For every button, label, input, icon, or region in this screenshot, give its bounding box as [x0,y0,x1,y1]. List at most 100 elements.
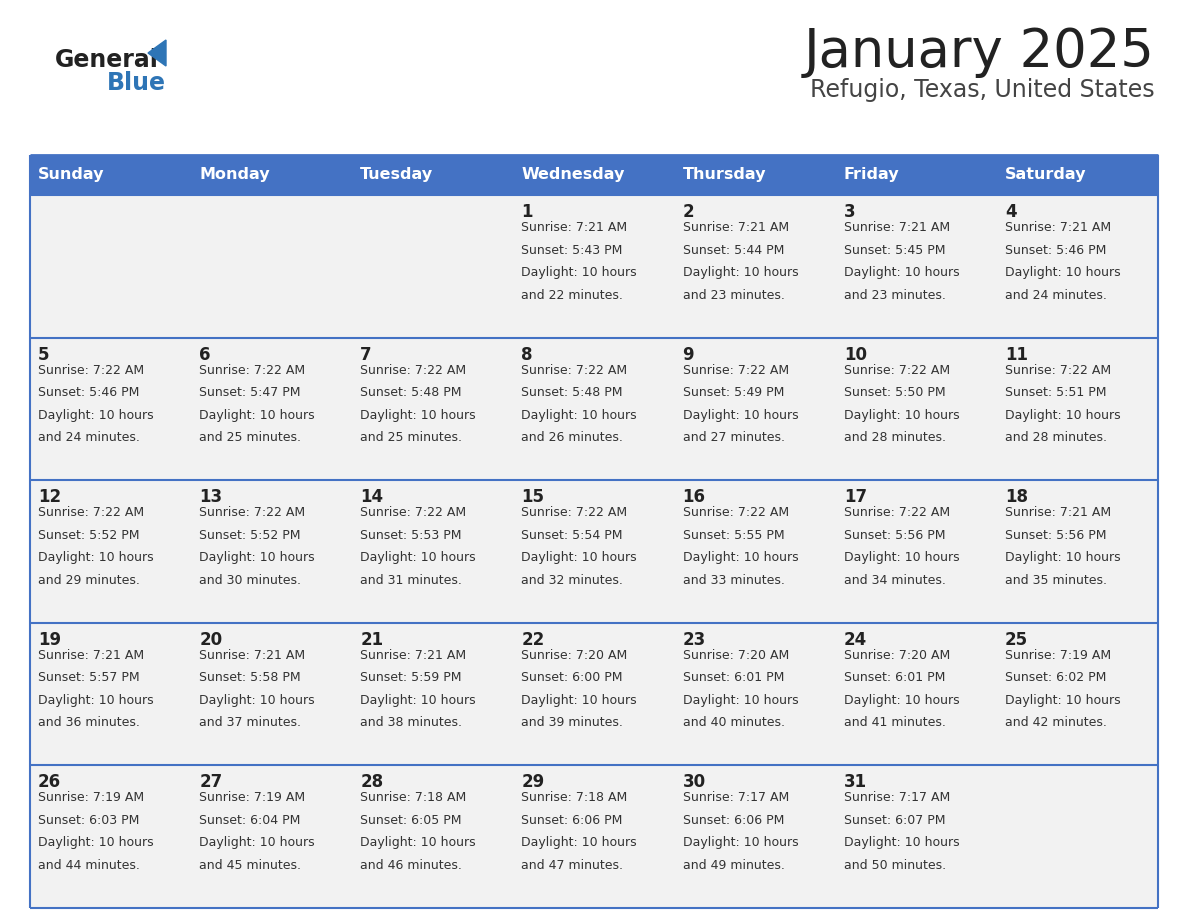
Bar [30,155,191,195]
Text: and 41 minutes.: and 41 minutes. [843,716,946,730]
Text: Sunset: 6:02 PM: Sunset: 6:02 PM [1005,671,1106,684]
Text: Daylight: 10 hours: Daylight: 10 hours [522,266,637,279]
Text: Daylight: 10 hours: Daylight: 10 hours [843,266,960,279]
Text: Sunset: 6:01 PM: Sunset: 6:01 PM [683,671,784,684]
Bar [30,195,191,338]
Text: Daylight: 10 hours: Daylight: 10 hours [683,836,798,849]
Text: Sunrise: 7:22 AM: Sunrise: 7:22 AM [522,506,627,520]
Text: Daylight: 10 hours: Daylight: 10 hours [683,409,798,421]
Text: and 46 minutes.: and 46 minutes. [360,859,462,872]
Text: Daylight: 10 hours: Daylight: 10 hours [683,694,798,707]
Text: Sunset: 6:00 PM: Sunset: 6:00 PM [522,671,623,684]
Text: Sunrise: 7:22 AM: Sunrise: 7:22 AM [1005,364,1111,376]
Bar [997,766,1158,908]
Text: and 28 minutes.: and 28 minutes. [1005,431,1107,444]
Text: Sunrise: 7:21 AM: Sunrise: 7:21 AM [522,221,627,234]
Bar [997,195,1158,338]
Bar [675,622,835,766]
Text: 14: 14 [360,488,384,506]
Bar [835,155,997,195]
Text: Sunset: 5:52 PM: Sunset: 5:52 PM [38,529,139,542]
Text: Sunset: 5:46 PM: Sunset: 5:46 PM [1005,243,1106,256]
Bar [353,155,513,195]
Bar [513,338,675,480]
Text: 30: 30 [683,773,706,791]
Bar [191,338,353,480]
Text: Sunset: 5:51 PM: Sunset: 5:51 PM [1005,386,1106,399]
Text: Sunrise: 7:22 AM: Sunrise: 7:22 AM [200,364,305,376]
Text: Sunset: 5:55 PM: Sunset: 5:55 PM [683,529,784,542]
Text: Daylight: 10 hours: Daylight: 10 hours [200,409,315,421]
Text: Sunset: 5:43 PM: Sunset: 5:43 PM [522,243,623,256]
Bar [675,195,835,338]
Text: 6: 6 [200,345,210,364]
Text: and 24 minutes.: and 24 minutes. [38,431,140,444]
Text: Saturday: Saturday [1005,167,1086,183]
Text: Thursday: Thursday [683,167,766,183]
Bar [191,766,353,908]
Text: Daylight: 10 hours: Daylight: 10 hours [200,694,315,707]
Text: Wednesday: Wednesday [522,167,625,183]
Text: Daylight: 10 hours: Daylight: 10 hours [522,409,637,421]
Bar [997,338,1158,480]
Bar [675,766,835,908]
Text: and 32 minutes.: and 32 minutes. [522,574,624,587]
Text: and 27 minutes.: and 27 minutes. [683,431,784,444]
Text: Sunrise: 7:22 AM: Sunrise: 7:22 AM [360,506,467,520]
Text: Sunrise: 7:21 AM: Sunrise: 7:21 AM [683,221,789,234]
Text: and 42 minutes.: and 42 minutes. [1005,716,1107,730]
Bar [30,766,191,908]
Text: and 35 minutes.: and 35 minutes. [1005,574,1107,587]
Text: Sunrise: 7:21 AM: Sunrise: 7:21 AM [38,649,144,662]
Text: Sunset: 5:48 PM: Sunset: 5:48 PM [360,386,462,399]
Bar [835,766,997,908]
Text: Daylight: 10 hours: Daylight: 10 hours [683,266,798,279]
Text: Daylight: 10 hours: Daylight: 10 hours [38,694,153,707]
Text: Daylight: 10 hours: Daylight: 10 hours [1005,409,1120,421]
Polygon shape [148,40,166,66]
Bar [835,480,997,622]
Text: 20: 20 [200,631,222,649]
Text: 19: 19 [38,631,61,649]
Text: and 28 minutes.: and 28 minutes. [843,431,946,444]
Text: Daylight: 10 hours: Daylight: 10 hours [522,694,637,707]
Text: Daylight: 10 hours: Daylight: 10 hours [843,552,960,565]
Text: Sunrise: 7:21 AM: Sunrise: 7:21 AM [1005,506,1111,520]
Bar [513,155,675,195]
Bar [675,338,835,480]
Text: Sunset: 5:52 PM: Sunset: 5:52 PM [200,529,301,542]
Text: and 44 minutes.: and 44 minutes. [38,859,140,872]
Text: 23: 23 [683,631,706,649]
Text: and 23 minutes.: and 23 minutes. [683,288,784,302]
Bar [835,338,997,480]
Text: 10: 10 [843,345,867,364]
Text: Daylight: 10 hours: Daylight: 10 hours [522,552,637,565]
Text: Sunrise: 7:18 AM: Sunrise: 7:18 AM [360,791,467,804]
Text: 4: 4 [1005,203,1017,221]
Bar [513,622,675,766]
Text: Sunrise: 7:17 AM: Sunrise: 7:17 AM [843,791,950,804]
Bar [835,622,997,766]
Bar [191,480,353,622]
Text: Sunset: 6:07 PM: Sunset: 6:07 PM [843,814,946,827]
Text: 24: 24 [843,631,867,649]
Text: Daylight: 10 hours: Daylight: 10 hours [522,836,637,849]
Text: 11: 11 [1005,345,1028,364]
Text: and 37 minutes.: and 37 minutes. [200,716,301,730]
Text: and 25 minutes.: and 25 minutes. [360,431,462,444]
Bar [997,155,1158,195]
Text: Daylight: 10 hours: Daylight: 10 hours [1005,694,1120,707]
Bar [353,622,513,766]
Bar [353,338,513,480]
Bar [30,338,191,480]
Text: Daylight: 10 hours: Daylight: 10 hours [843,694,960,707]
Text: and 40 minutes.: and 40 minutes. [683,716,784,730]
Text: Sunset: 5:57 PM: Sunset: 5:57 PM [38,671,140,684]
Bar [191,622,353,766]
Bar [30,480,191,622]
Text: and 22 minutes.: and 22 minutes. [522,288,624,302]
Text: Sunrise: 7:19 AM: Sunrise: 7:19 AM [1005,649,1111,662]
Bar [997,480,1158,622]
Bar [675,480,835,622]
Text: and 23 minutes.: and 23 minutes. [843,288,946,302]
